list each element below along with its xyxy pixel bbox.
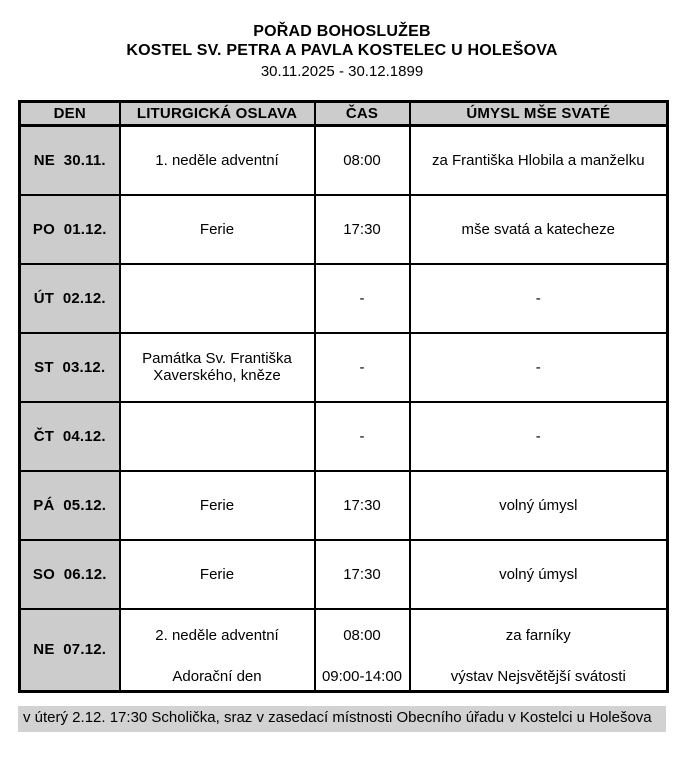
column-header-liturgicka-oslava: LITURGICKÁ OSLAVA [118,100,316,127]
time-line-2: 09:00-14:00 [321,668,403,686]
intention-cell: za farníky výstav Nejsvětější svátosti [408,607,669,693]
page-title: POŘAD BOHOSLUŽEB [253,23,431,40]
intention-cell: - [408,400,669,472]
footer-note: v úterý 2.12. 17:30 Scholička, sraz v za… [18,706,666,732]
intention-cell: mše svatá a katecheze [408,193,669,265]
celebration-cell [118,400,316,472]
time-cell: 17:30 [313,193,411,265]
celebration-line-2: Adorační den [172,668,262,686]
intention-cell: - [408,331,669,403]
time-cell: 08:00 09:00-14:00 [313,607,411,693]
intention-cell: za Františka Hlobila a manželku [408,124,669,196]
table-row: PÁ 05.12. Ferie 17:30 volný úmysl [18,469,669,541]
celebration-cell: Ferie [118,538,316,610]
time-cell: - [313,400,411,472]
table-row: ST 03.12. Památka Sv. Františka Xaverské… [18,331,669,403]
day-cell: SO 06.12. [18,538,121,610]
table-row: ÚT 02.12. - - [18,262,669,334]
day-cell: ÚT 02.12. [18,262,121,334]
celebration-line-1: 2. neděle adventní [155,627,279,645]
day-cell: ST 03.12. [18,331,121,403]
day-cell: ČT 04.12. [18,400,121,472]
time-cell: 17:30 [313,538,411,610]
date-range: 30.11.2025 - 30.12.1899 [260,63,424,80]
celebration-cell: 1. neděle adventní [118,124,316,196]
celebration-cell: Památka Sv. Františka Xaverského, kněze [118,331,316,403]
day-cell: NE 07.12. [18,607,121,693]
day-cell: PO 01.12. [18,193,121,265]
time-cell: 08:00 [313,124,411,196]
column-header-umysl: ÚMYSL MŠE SVATÉ [408,100,669,127]
time-cell: 17:30 [313,469,411,541]
schedule-table: DEN LITURGICKÁ OSLAVA ČAS ÚMYSL MŠE SVAT… [18,100,669,693]
intention-line-2: výstav Nejsvětější svátosti [450,668,626,686]
celebration-cell: 2. neděle adventní Adorační den [118,607,316,693]
intention-line-1: za farníky [505,627,571,645]
page-subtitle: KOSTEL SV. PETRA A PAVLA KOSTELEC U HOLE… [126,42,558,59]
celebration-cell: Ferie [118,193,316,265]
header-row: DEN LITURGICKÁ OSLAVA ČAS ÚMYSL MŠE SVAT… [18,100,669,127]
intention-cell: volný úmysl [408,469,669,541]
celebration-cell [118,262,316,334]
table-row: NE 30.11. 1. neděle adventní 08:00 za Fr… [18,124,669,196]
day-cell: NE 30.11. [18,124,121,196]
table-row: PO 01.12. Ferie 17:30 mše svatá a katech… [18,193,669,265]
column-header-cas: ČAS [313,100,411,127]
day-cell: PÁ 05.12. [18,469,121,541]
time-line-1: 08:00 [343,627,381,645]
time-cell: - [313,331,411,403]
table-row: ČT 04.12. - - [18,400,669,472]
table-row: NE 07.12. 2. neděle adventní Adorační de… [18,607,669,693]
time-cell: - [313,262,411,334]
column-header-den: DEN [18,100,121,127]
intention-cell: - [408,262,669,334]
celebration-cell: Ferie [118,469,316,541]
table-row: SO 06.12. Ferie 17:30 volný úmysl [18,538,669,610]
intention-cell: volný úmysl [408,538,669,610]
